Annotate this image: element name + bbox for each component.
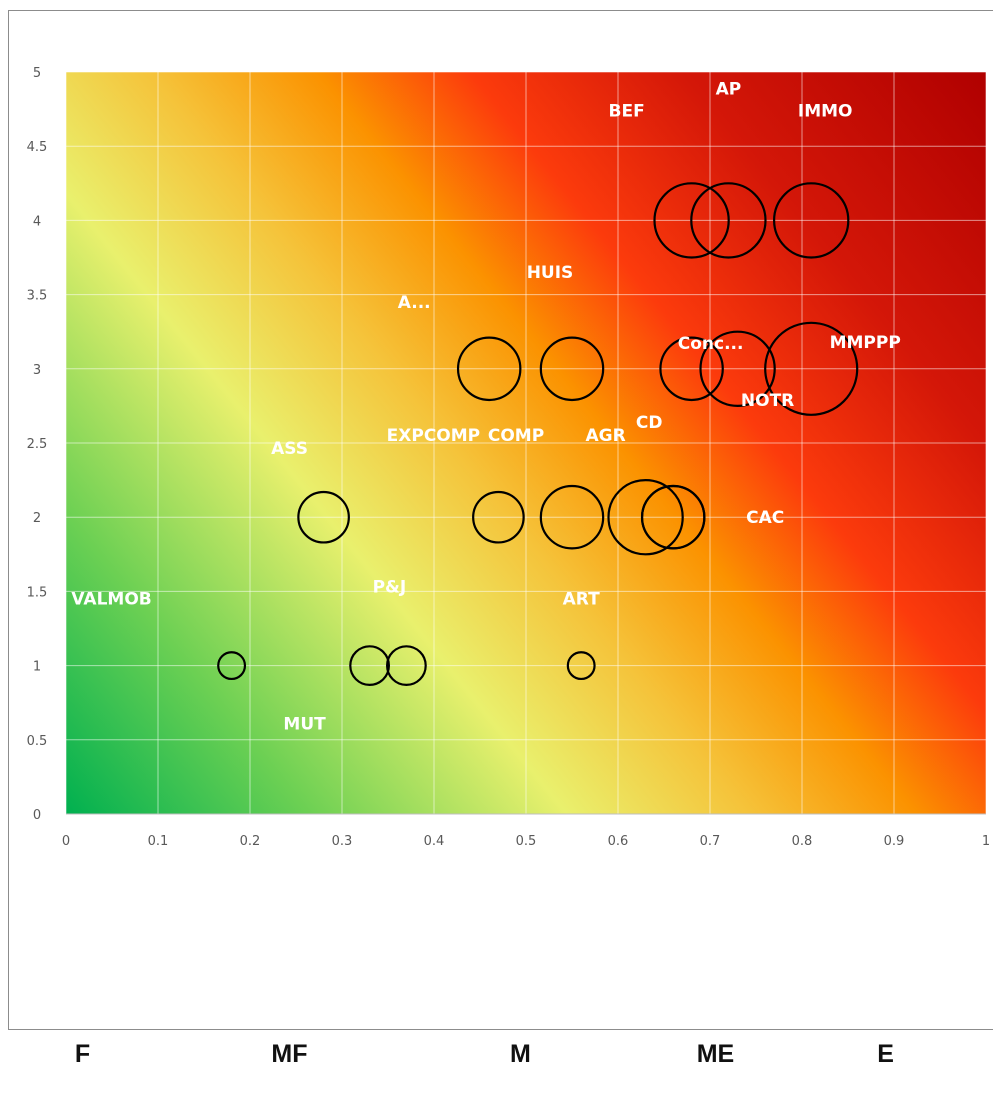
bubble-mut bbox=[349, 645, 390, 686]
band-label-me: ME bbox=[696, 1040, 735, 1068]
y-tick-label: 2 bbox=[33, 511, 41, 526]
bubble-notr bbox=[699, 330, 776, 407]
x-tick-label: 0.6 bbox=[608, 834, 629, 849]
bubble-art bbox=[566, 651, 596, 681]
axis-ticks: 0 0.1 0.2 0.3 0.4 0.5 0.6 0.7 0.8 0.9 1 0 0.5 1 1.5 2 2.… bbox=[27, 66, 990, 849]
bubble-label: MUT bbox=[283, 715, 326, 735]
x-tick-label: 0.1 bbox=[148, 834, 169, 849]
bubble-label: EXPCOMP bbox=[387, 426, 480, 446]
bubble-mmppp bbox=[764, 321, 859, 416]
band-label-f: F bbox=[74, 1040, 91, 1068]
bubble-label: IMMO bbox=[798, 101, 853, 121]
bubble-label: AGR bbox=[585, 426, 625, 446]
bubble-label: MMPPP bbox=[830, 333, 901, 353]
y-tick-label: 3 bbox=[33, 363, 41, 378]
x-tick-label: 0.8 bbox=[792, 834, 813, 849]
chart-frame: 0 0.1 0.2 0.3 0.4 0.5 0.6 0.7 0.8 0.9 1 0 0.5 1 1.5 2 2.… bbox=[8, 10, 993, 1030]
bubble-immo bbox=[773, 182, 850, 259]
y-tick-label: 3.5 bbox=[27, 289, 48, 304]
x-tick-label: 0.7 bbox=[700, 834, 721, 849]
y-tick-label: 4 bbox=[33, 214, 41, 229]
x-tick-label: 1 bbox=[982, 834, 990, 849]
bubble-valmob bbox=[217, 651, 247, 681]
bubble-label: P&J bbox=[373, 578, 407, 598]
band-label-mf: MF bbox=[271, 1040, 308, 1068]
grid-lines bbox=[65, 71, 987, 815]
bubble-labels: BEF AP IMMO A... HUIS Conc... NOTR MMPPP ASS EXPC… bbox=[71, 79, 900, 734]
bubble-p&j bbox=[386, 645, 427, 686]
bubble-label: Conc... bbox=[678, 334, 744, 354]
bubble-label: BEF bbox=[609, 101, 645, 121]
y-tick-label: 0 bbox=[33, 808, 41, 823]
bubble-ass bbox=[297, 490, 350, 544]
y-tick-label: 1.5 bbox=[27, 585, 48, 600]
x-tick-label: 0.4 bbox=[424, 834, 445, 849]
bubble-label: HUIS bbox=[527, 263, 574, 283]
bubble-a bbox=[456, 336, 522, 402]
y-tick-label: 1 bbox=[33, 660, 41, 675]
bubble-label: CAC bbox=[746, 508, 784, 528]
y-tick-label: 0.5 bbox=[27, 734, 48, 749]
bubble-label: COMP bbox=[488, 426, 544, 446]
bubble-label: ASS bbox=[271, 439, 308, 459]
bubble-conc bbox=[659, 336, 724, 402]
bubble-ap bbox=[690, 182, 767, 259]
y-tick-label: 5 bbox=[33, 66, 41, 81]
bubble-agr bbox=[607, 479, 684, 556]
x-tick-label: 0 bbox=[62, 834, 70, 849]
bubble-label: ART bbox=[563, 590, 600, 610]
bubble-cac bbox=[640, 484, 706, 550]
x-tick-label: 0.3 bbox=[332, 834, 353, 849]
bubble-huis bbox=[539, 336, 605, 402]
x-tick-label: 0.9 bbox=[884, 834, 905, 849]
x-tick-label: 0.5 bbox=[516, 834, 537, 849]
bubble-chart: 0 0.1 0.2 0.3 0.4 0.5 0.6 0.7 0.8 0.9 1 0 0.5 1 1.5 2 2.… bbox=[27, 66, 990, 849]
bubble-label: AP bbox=[716, 79, 742, 99]
band-label-m: M bbox=[509, 1040, 531, 1068]
bubble-comp bbox=[539, 484, 605, 550]
band-label-e: E bbox=[877, 1040, 894, 1068]
bubble-label: A... bbox=[398, 293, 431, 313]
x-tick-label: 0.2 bbox=[240, 834, 261, 849]
bubble-expcomp bbox=[472, 490, 525, 544]
bubble-bef bbox=[653, 182, 730, 259]
y-tick-label: 2.5 bbox=[27, 437, 48, 452]
y-tick-label: 4.5 bbox=[27, 140, 48, 155]
bubble-label: CD bbox=[636, 413, 663, 433]
bubbles bbox=[217, 182, 859, 686]
bubble-label: NOTR bbox=[741, 391, 794, 411]
bubble-label: VALMOB bbox=[71, 590, 151, 610]
